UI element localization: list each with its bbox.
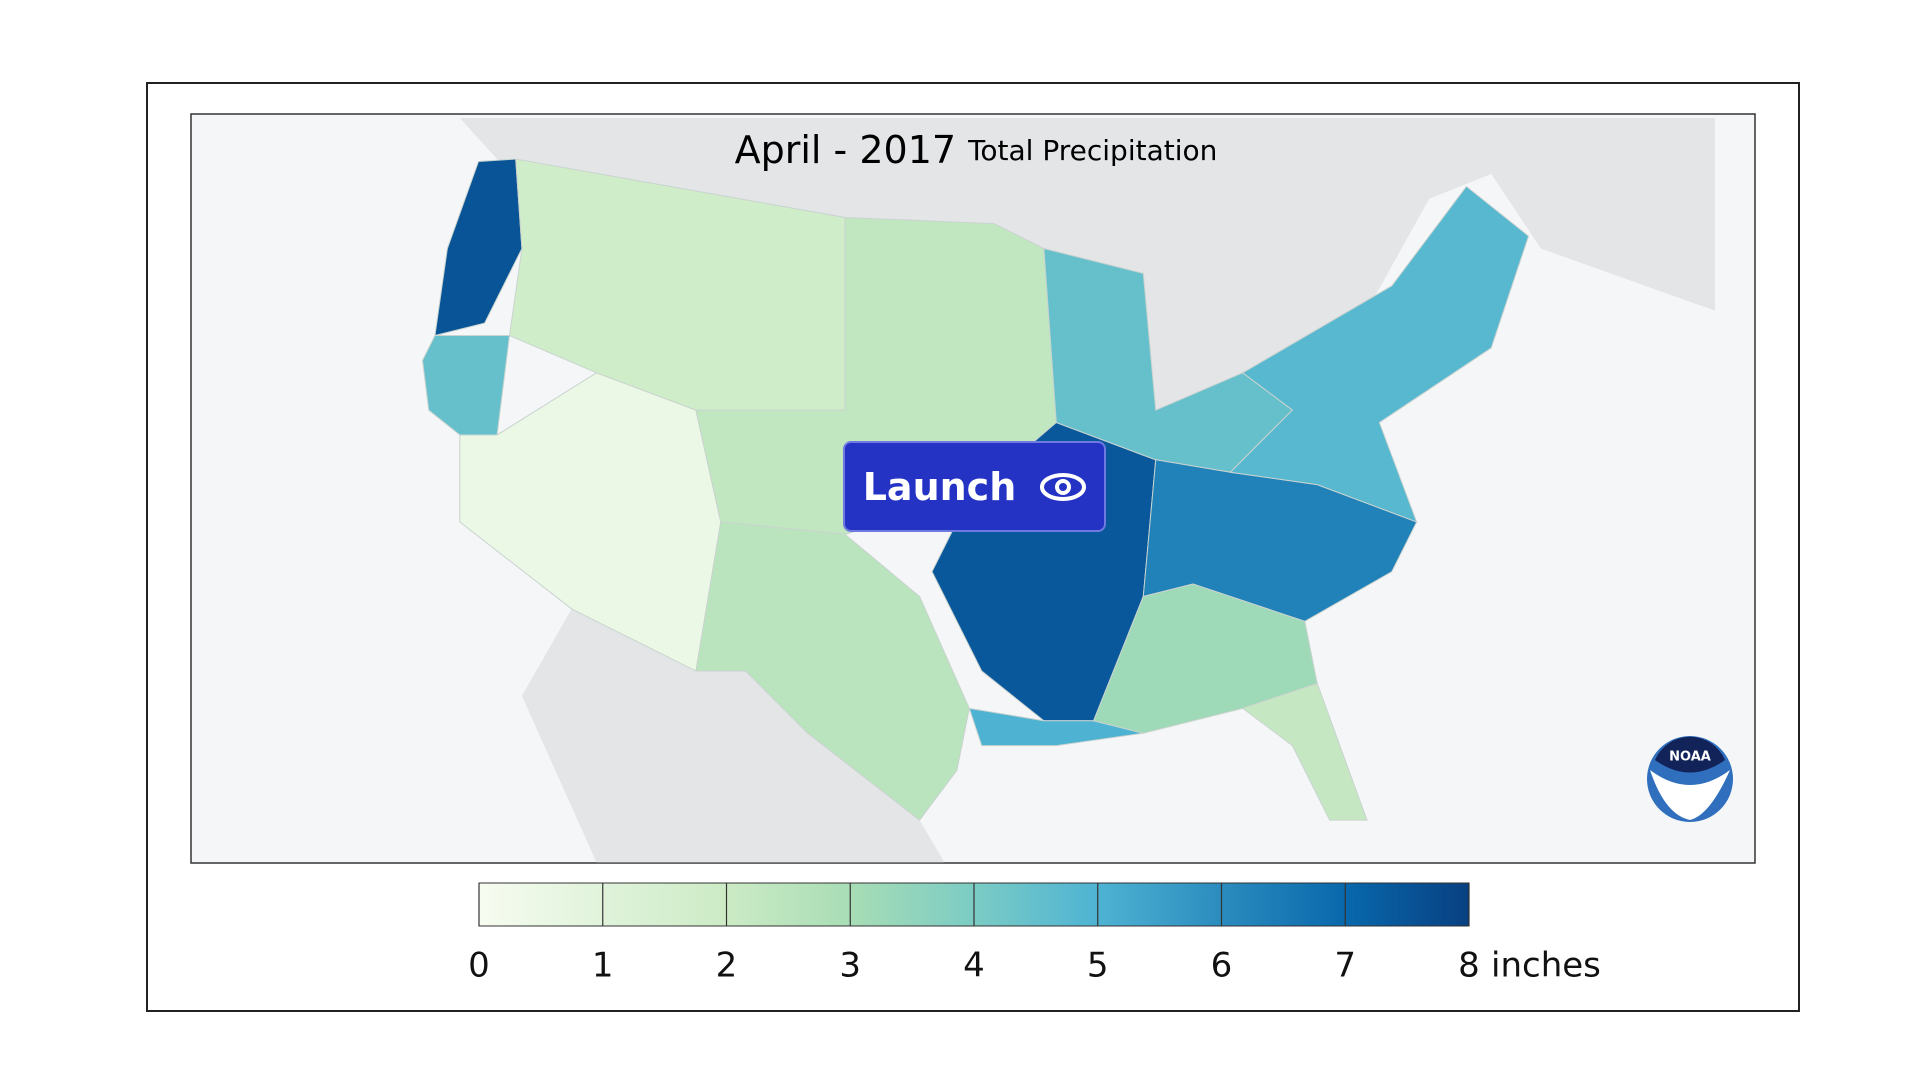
launch-button[interactable]: Launch bbox=[843, 441, 1106, 532]
legend-tick-label: 7 bbox=[1334, 946, 1356, 986]
legend-tick-label: 3 bbox=[839, 946, 861, 986]
legend-tick-label: 2 bbox=[716, 946, 738, 986]
legend-tick-label: 5 bbox=[1087, 946, 1109, 986]
region bbox=[695, 521, 970, 821]
legend-tick-label: 0 bbox=[468, 946, 490, 986]
legend-tick-label: 6 bbox=[1211, 946, 1233, 986]
legend-tick-label: 8 bbox=[1458, 946, 1480, 986]
legend-unit: inches bbox=[1491, 946, 1601, 986]
legend: 0 1 2 3 4 5 6 7 8 inches bbox=[468, 883, 1601, 986]
legend-tick-label: 1 bbox=[592, 946, 614, 986]
title-measure: Total Precipitation bbox=[967, 134, 1217, 167]
noaa-logo: NOAA bbox=[1647, 736, 1733, 822]
legend-tick-label: 4 bbox=[963, 946, 985, 986]
eye-icon bbox=[1040, 472, 1087, 501]
launch-label: Launch bbox=[862, 464, 1017, 509]
region bbox=[1241, 682, 1368, 821]
logo-text: NOAA bbox=[1669, 750, 1711, 765]
map-title: April - 2017 Total Precipitation bbox=[735, 128, 1218, 172]
title-date: April - 2017 bbox=[735, 128, 956, 172]
background-land bbox=[459, 118, 1715, 863]
region bbox=[1229, 185, 1530, 523]
